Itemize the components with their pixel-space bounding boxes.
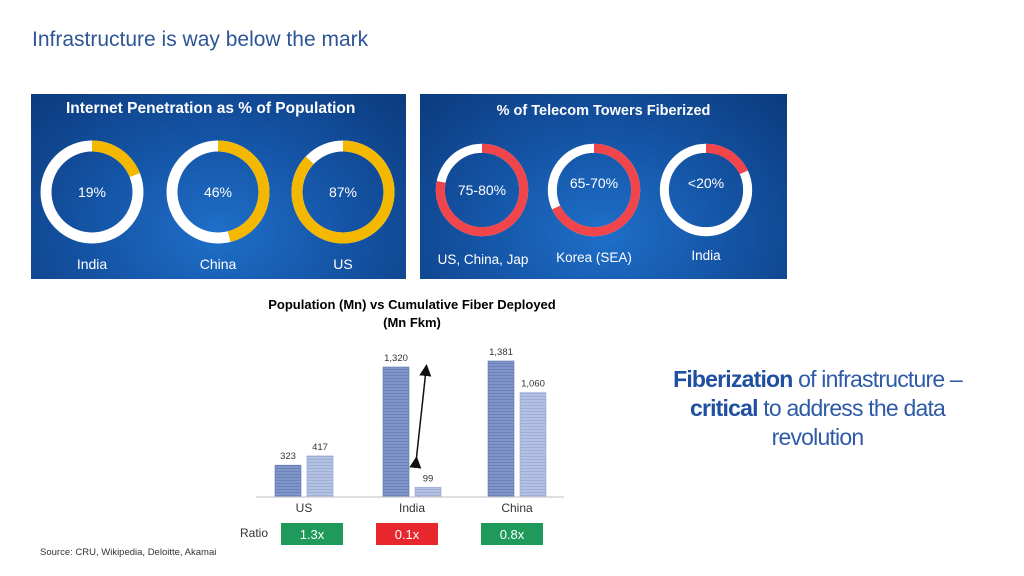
internet-panel-title: Internet Penetration as % of Population bbox=[66, 100, 356, 117]
towers-panel-title: % of Telecom Towers Fiberized bbox=[496, 103, 711, 119]
bar-value-label: 1,320 bbox=[384, 353, 408, 364]
ratio-india: 0.1x bbox=[376, 523, 438, 545]
bar-value-label: 99 bbox=[423, 473, 434, 484]
bar-value-label: 323 bbox=[280, 451, 296, 462]
callout-text: Fiberization of infrastructure – critica… bbox=[650, 365, 985, 452]
tower-label-korea: Korea (SEA) bbox=[556, 250, 632, 265]
telecom-towers-panel: % of Telecom Towers Fiberized 75-80% US,… bbox=[420, 94, 787, 279]
donut-value: 19% bbox=[77, 184, 107, 200]
callout-part: to address the data revolution bbox=[757, 395, 946, 450]
donut-us-china-japan-towers: 75-80% bbox=[434, 142, 530, 238]
population-fiber-bar-chart: 323 417 US 1,320 99 India 1,381 1,060 China bbox=[256, 347, 564, 515]
chart-title: Population (Mn) vs Cumulative Fiber Depl… bbox=[268, 297, 556, 330]
donut-value: 87% bbox=[328, 184, 358, 200]
donut-china-internet: 46% bbox=[165, 139, 271, 245]
tower-label-india: India bbox=[691, 248, 721, 263]
gap-arrow bbox=[409, 364, 432, 469]
donut-value: <20% bbox=[687, 175, 725, 191]
bar-value-label: 1,060 bbox=[521, 379, 545, 390]
callout-emphasis-critical: critical bbox=[689, 395, 759, 421]
bar-china-series-1 bbox=[487, 360, 515, 498]
bar-china-series-2 bbox=[519, 392, 547, 498]
category-label-china: China bbox=[501, 501, 533, 515]
donut-label-china: China bbox=[199, 256, 237, 272]
ratio-china: 0.8x bbox=[481, 523, 543, 545]
tower-label-us-china-jap: US, China, Jap bbox=[437, 252, 529, 267]
callout-part: of infrastructure – bbox=[792, 366, 963, 392]
category-label-india: India bbox=[399, 501, 425, 515]
bar-india-series-2 bbox=[414, 486, 442, 498]
donut-label-india: India bbox=[76, 256, 108, 272]
bar-india-series-1 bbox=[382, 366, 410, 498]
source-note: Source: CRU, Wikipedia, Deloitte, Akamai bbox=[40, 547, 217, 558]
internet-penetration-panel: Internet Penetration as % of Population … bbox=[31, 94, 406, 279]
donut-value: 65-70% bbox=[569, 175, 619, 191]
bar-us-series-2 bbox=[306, 455, 334, 498]
donut-label-us: US bbox=[333, 256, 353, 272]
donut-korea-towers: 65-70% bbox=[546, 142, 642, 238]
donut-us-internet: 87% bbox=[290, 139, 396, 245]
donut-value: 46% bbox=[203, 184, 233, 200]
bar-value-label: 1,381 bbox=[489, 347, 513, 358]
bar-value-label: 417 bbox=[312, 442, 328, 453]
donut-india-internet: 19% bbox=[39, 139, 145, 245]
donut-india-towers: <20% bbox=[658, 142, 754, 238]
category-label-us: US bbox=[296, 501, 313, 515]
bar-us-series-1 bbox=[274, 464, 302, 498]
donut-value: 75-80% bbox=[457, 182, 507, 198]
ratio-label: Ratio bbox=[240, 526, 269, 540]
ratio-us: 1.3x bbox=[281, 523, 343, 545]
callout-emphasis-fiberization: Fiberization bbox=[673, 366, 793, 392]
slide-title: Infrastructure is way below the mark bbox=[32, 28, 369, 51]
